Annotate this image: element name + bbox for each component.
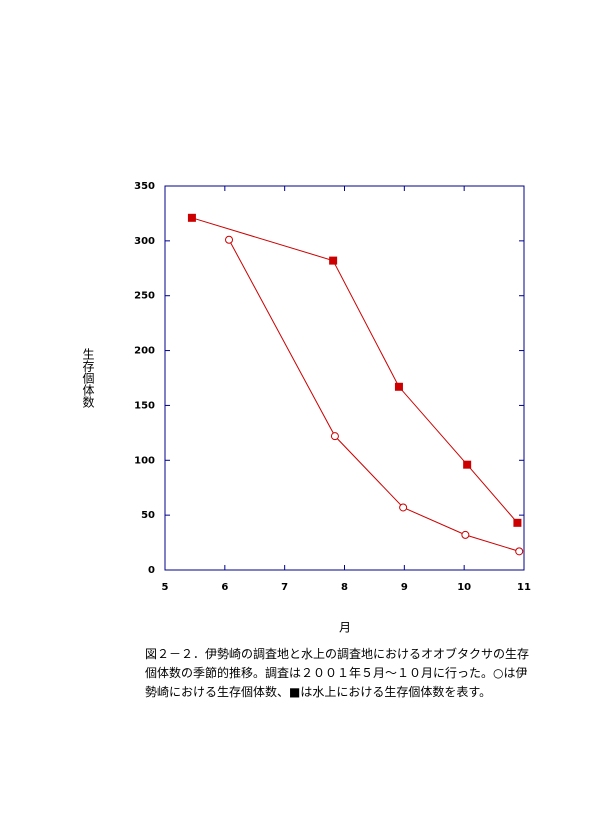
y-tick-label: 300 — [134, 236, 155, 247]
data-point — [394, 382, 403, 391]
x-tick-label: 11 — [517, 582, 531, 593]
data-point — [513, 518, 522, 527]
y-tick-label: 100 — [134, 455, 155, 466]
y-tick-label: 250 — [134, 291, 155, 302]
data-point — [225, 235, 234, 244]
y-axis-label: 生存個体数 — [81, 348, 95, 409]
caption: 図２－２．伊勢崎の調査地と水上の調査地におけるオオブタクサの生存個体数の季節的推… — [145, 647, 530, 699]
data-point — [187, 213, 196, 222]
series-line — [191, 217, 518, 524]
series-line — [228, 239, 520, 552]
x-tick-label: 9 — [401, 582, 408, 593]
data-point — [463, 460, 472, 469]
plot-frame — [164, 185, 525, 571]
x-axis-label: 月 — [339, 621, 351, 635]
y-tick-label: 150 — [134, 400, 155, 411]
x-tick-label: 7 — [281, 582, 288, 593]
data-point — [329, 256, 338, 265]
y-tick-label: 200 — [134, 346, 155, 357]
x-tick-label: 10 — [457, 582, 471, 593]
x-tick-label: 6 — [221, 582, 228, 593]
y-tick-label: 50 — [141, 510, 155, 521]
chart: 生存個体数 月 0 50 100 150 200 250 300 350 5 6 7 8 9 10 11 — [81, 181, 531, 635]
data-point — [461, 530, 470, 539]
data-point — [330, 432, 339, 441]
x-tick-label: 8 — [341, 582, 348, 593]
y-tick-label: 350 — [134, 181, 155, 192]
x-tick-label: 5 — [162, 582, 169, 593]
y-tick-label: 0 — [148, 565, 155, 576]
data-point — [515, 547, 524, 556]
data-point — [399, 503, 408, 512]
